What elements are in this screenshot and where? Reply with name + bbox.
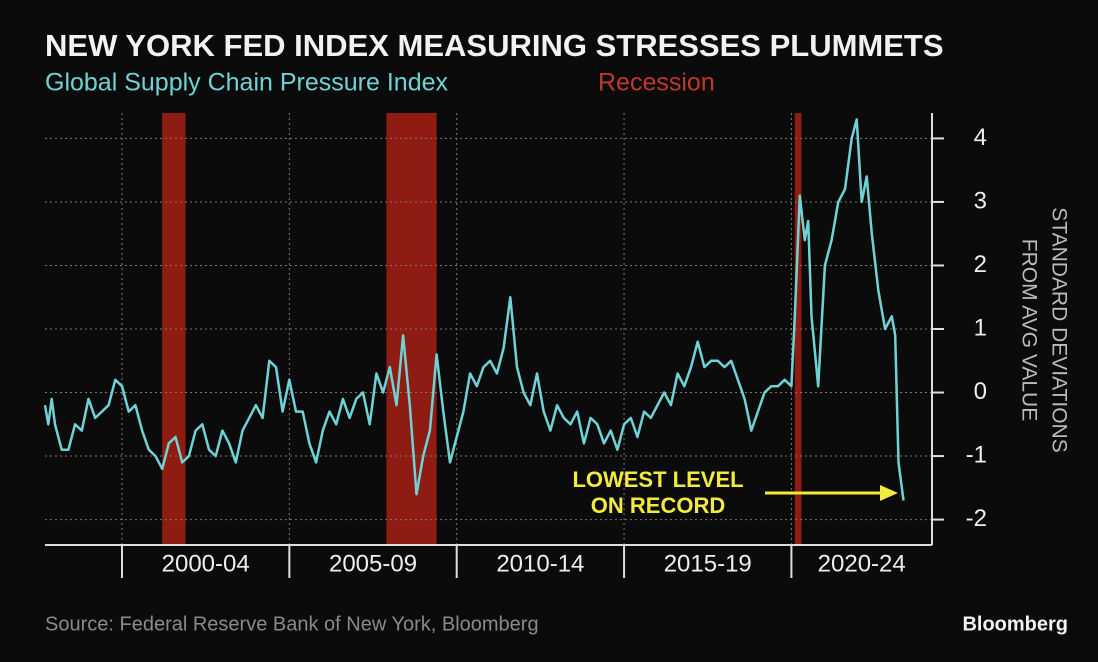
y-axis-label-line: FROM AVG VALUE: [1017, 239, 1040, 421]
series-line: [43, 118, 905, 501]
y-axis-label: STANDARD DEVIATIONS FROM AVG VALUE: [1017, 207, 1070, 452]
y-tick-label: -2: [966, 505, 987, 532]
y-axis-label-line: STANDARD DEVIATIONS: [1047, 207, 1070, 452]
x-tick-label: 2000-04: [162, 550, 250, 577]
recession-band: [794, 113, 802, 545]
annotation: LOWEST LEVEL: [572, 467, 743, 492]
legend-recession: Recession: [598, 69, 715, 97]
chart-title: NEW YORK FED INDEX MEASURING STRESSES PL…: [45, 28, 944, 63]
y-tick-label: 0: [974, 378, 987, 405]
x-tick-label: 2010-14: [496, 550, 584, 577]
annotation-arrowhead: [880, 485, 898, 501]
y-tick-label: 4: [974, 124, 987, 151]
x-tick-label: 2005-09: [329, 550, 417, 577]
y-tick-label: 2: [974, 251, 987, 278]
y-tick-label: 1: [974, 314, 987, 341]
x-tick-label: 2015-19: [664, 550, 752, 577]
y-tick-label: 3: [974, 187, 987, 214]
annotation: ON RECORD: [591, 493, 725, 518]
legend-series: Global Supply Chain Pressure Index: [45, 69, 449, 97]
brand: Bloomberg: [962, 613, 1068, 635]
source: Source: Federal Reserve Bank of New York…: [45, 613, 539, 635]
x-tick-label: 2020-24: [818, 550, 906, 577]
y-tick-label: -1: [966, 441, 987, 468]
recession-band: [162, 113, 186, 545]
